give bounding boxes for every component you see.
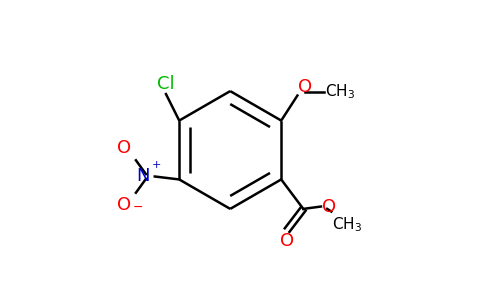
Text: O: O [118,196,132,214]
Text: −: − [133,201,143,214]
Text: O: O [298,77,313,95]
Text: CH$_3$: CH$_3$ [332,215,363,234]
Text: Cl: Cl [157,75,175,93]
Text: O: O [322,197,336,215]
Text: CH$_3$: CH$_3$ [324,82,355,101]
Text: O: O [280,232,294,250]
Text: O: O [118,139,132,157]
Text: +: + [151,160,161,170]
Text: N: N [136,167,150,185]
